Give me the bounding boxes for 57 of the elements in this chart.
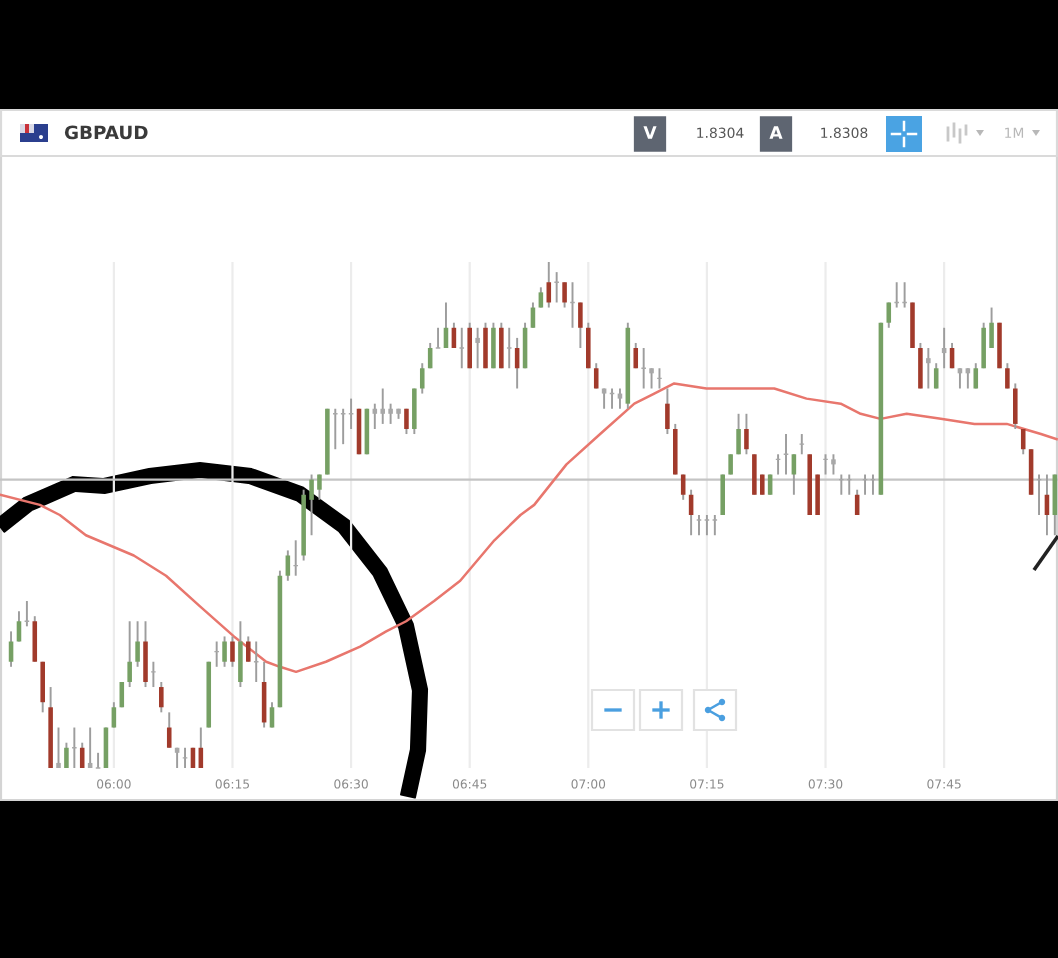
candlestick bbox=[672, 422, 678, 476]
candlestick bbox=[127, 620, 132, 689]
chart-title: GBPAUD bbox=[64, 125, 148, 140]
candlestick bbox=[40, 660, 45, 714]
candlestick bbox=[649, 367, 654, 390]
candlestick bbox=[926, 347, 931, 390]
candlestick bbox=[388, 402, 393, 425]
candlestick bbox=[1020, 428, 1026, 456]
candlestick bbox=[744, 412, 749, 456]
candlestick bbox=[166, 711, 172, 749]
candlestick bbox=[728, 453, 733, 476]
candlestick bbox=[245, 635, 251, 663]
candlestick bbox=[981, 321, 986, 370]
candlestick bbox=[1013, 382, 1018, 430]
candlestick bbox=[593, 362, 599, 390]
candlestick bbox=[159, 681, 164, 714]
candlestick bbox=[238, 620, 243, 689]
candlestick bbox=[578, 301, 583, 349]
candlestick bbox=[586, 321, 591, 370]
candlestick bbox=[910, 301, 915, 349]
candlestick bbox=[143, 620, 148, 689]
candlestick bbox=[918, 341, 923, 390]
candlestick bbox=[475, 326, 480, 370]
candlestick bbox=[412, 387, 417, 436]
candlestick bbox=[831, 453, 836, 476]
candlestick bbox=[499, 321, 504, 370]
candlestick bbox=[791, 453, 797, 496]
candlestick bbox=[380, 387, 386, 425]
candlestick bbox=[886, 301, 892, 329]
candlestick bbox=[404, 407, 409, 436]
candlestick bbox=[736, 412, 741, 456]
candlestick bbox=[562, 281, 567, 309]
candlestick bbox=[933, 362, 939, 390]
candlestick bbox=[79, 741, 85, 769]
candlestick bbox=[111, 701, 117, 729]
candlestick bbox=[973, 362, 979, 390]
candlestick bbox=[32, 615, 38, 663]
candlestick bbox=[135, 620, 140, 668]
candlestick bbox=[483, 321, 488, 370]
candlestick bbox=[230, 635, 235, 668]
candlestick bbox=[633, 341, 639, 370]
candlestick bbox=[538, 286, 544, 309]
text: V bbox=[643, 126, 657, 139]
candlestick bbox=[269, 701, 275, 729]
candlestick bbox=[467, 321, 472, 370]
candlestick bbox=[16, 610, 22, 643]
candlestick bbox=[1005, 362, 1010, 390]
candlestick bbox=[64, 741, 69, 769]
candlestick bbox=[419, 362, 425, 395]
candlestick bbox=[56, 726, 61, 769]
text: A bbox=[769, 126, 783, 139]
candlestick bbox=[752, 453, 757, 496]
candlestick bbox=[665, 387, 670, 436]
candlestick bbox=[222, 635, 227, 668]
candlestick bbox=[491, 321, 496, 370]
candlestick bbox=[317, 473, 322, 501]
candlestick bbox=[285, 549, 291, 582]
